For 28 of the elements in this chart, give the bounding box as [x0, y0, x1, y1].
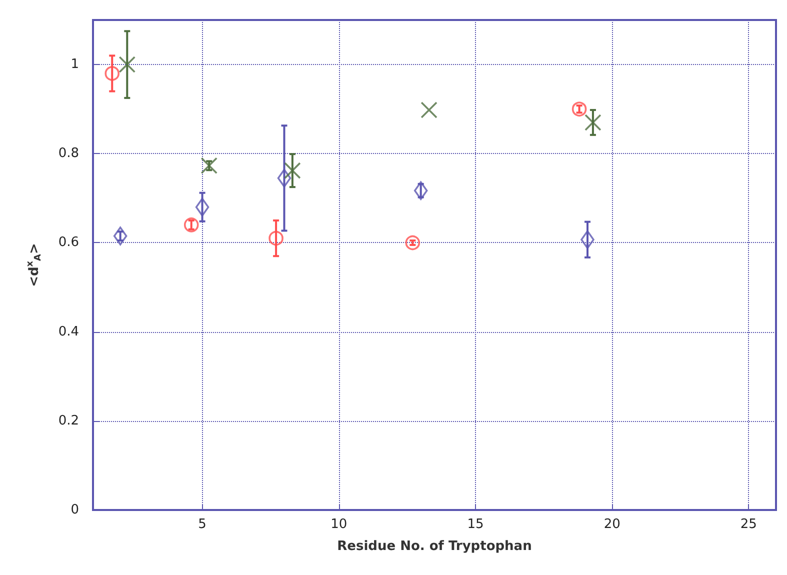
y-tick-label: 1 [70, 57, 79, 72]
point [200, 157, 218, 174]
y-tick-label: 0.2 [58, 413, 79, 428]
x-tick-label: 20 [604, 517, 620, 532]
point [414, 181, 428, 200]
point [195, 198, 210, 216]
point [277, 168, 292, 188]
y-tick-label: 0.8 [58, 146, 79, 162]
point [405, 235, 420, 250]
x-tick-label: 15 [467, 517, 484, 532]
y-axis-title: <dxA> [26, 243, 44, 287]
x-tick-label: 10 [330, 517, 348, 532]
point [118, 56, 136, 73]
point [284, 162, 301, 179]
point [113, 226, 128, 246]
x-tick-label: 5 [198, 517, 206, 532]
y-tick-label: 0 [70, 502, 79, 518]
x-axis-title: Residue No. of Tryptophan [337, 539, 532, 554]
point [268, 230, 284, 246]
point [420, 102, 438, 118]
y-tick-label: 0.6 [58, 235, 79, 250]
x-tick-label: 25 [740, 517, 757, 532]
point [580, 230, 594, 250]
point [572, 102, 587, 116]
point [184, 218, 199, 232]
y-tick-label: 0.4 [58, 324, 79, 340]
point [584, 114, 602, 131]
point [104, 66, 120, 81]
